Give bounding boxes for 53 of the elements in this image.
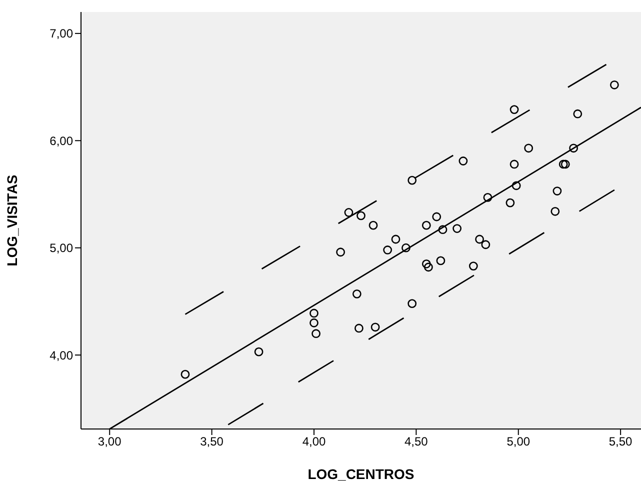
point — [344, 208, 354, 217]
point — [481, 240, 490, 250]
point — [558, 160, 568, 169]
point — [512, 181, 521, 190]
point — [422, 259, 431, 268]
point — [452, 224, 462, 233]
point — [391, 234, 400, 244]
x-tick-label: 4,00 — [302, 434, 326, 449]
point — [354, 324, 364, 333]
point — [475, 234, 484, 244]
point — [436, 256, 446, 266]
y-tick-label: 6,00 — [50, 134, 74, 148]
y-tick-label: 5,00 — [50, 241, 74, 256]
point — [483, 193, 492, 202]
x-axis-title: LOG_CENTROS — [308, 466, 414, 481]
point — [368, 220, 378, 230]
x-tick-label: 3,00 — [98, 434, 122, 449]
point — [552, 186, 562, 196]
point — [408, 176, 417, 185]
point — [438, 225, 448, 234]
point — [510, 160, 519, 169]
point — [310, 318, 318, 328]
point — [524, 144, 534, 153]
x-tick-label: 5,00 — [506, 434, 530, 449]
point — [424, 262, 433, 272]
point — [402, 243, 410, 252]
x-tick-label: 4,50 — [404, 434, 428, 449]
point — [432, 212, 442, 222]
point — [510, 105, 519, 114]
point — [254, 347, 264, 356]
point — [458, 156, 468, 166]
point — [550, 206, 560, 216]
point — [506, 198, 515, 208]
point — [610, 80, 619, 90]
point — [383, 246, 392, 254]
point — [468, 262, 478, 271]
point — [180, 370, 190, 379]
point — [370, 322, 380, 332]
y-tick-label: 7,00 — [50, 26, 74, 41]
y-axis-title: LOG_VISITAS — [4, 174, 20, 266]
x-tick-label: 5,50 — [608, 434, 633, 449]
x-tick-label: 3,50 — [200, 434, 224, 449]
point — [352, 289, 362, 298]
point — [336, 248, 346, 257]
point — [310, 308, 318, 318]
point — [569, 144, 578, 153]
point — [312, 329, 320, 338]
point — [356, 211, 366, 220]
point — [560, 160, 570, 169]
point — [573, 109, 582, 118]
point — [422, 220, 431, 230]
point — [408, 299, 417, 308]
y-tick-label: 4,00 — [50, 348, 74, 362]
